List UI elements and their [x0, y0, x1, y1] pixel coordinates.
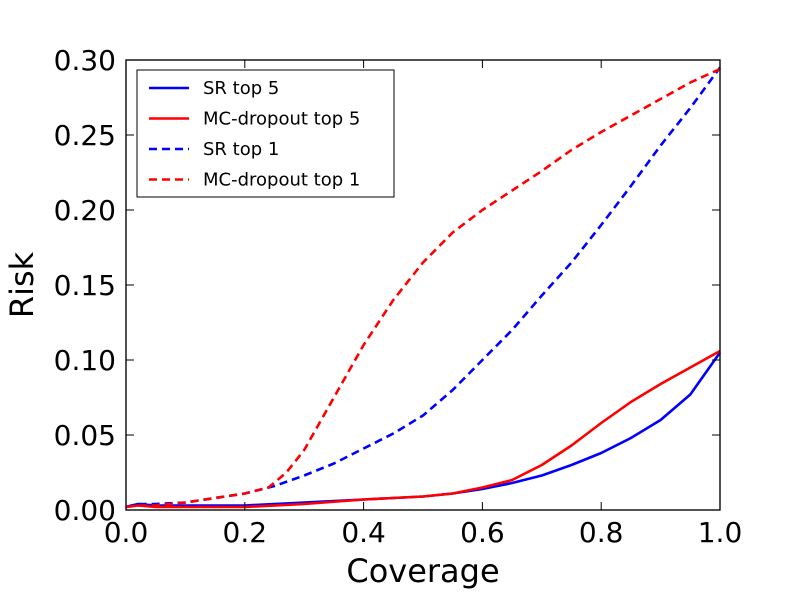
x-tick-label: 0.6	[460, 516, 505, 549]
plot-border-line	[125, 59, 721, 511]
y-tick-label: 0.25	[54, 119, 116, 152]
y-tick-label: 0.20	[54, 194, 116, 227]
plot-border	[125, 59, 721, 511]
legend-label: SR top 1	[203, 139, 279, 160]
series-line-mc-dropout-top-1	[125, 67, 721, 509]
legend-label: SR top 5	[203, 78, 279, 99]
x-tick-label: 0.2	[223, 516, 268, 549]
x-tick-label: 0.0	[104, 516, 149, 549]
y-tick-label: 0.10	[54, 344, 116, 377]
y-tick-label: 0.05	[54, 419, 116, 452]
x-tick-label: 1.0	[698, 516, 743, 549]
tick-layer: 0.0 0.2 0.4 0.6 0.8 1.0 0.00 0.05 0.10 0.15 0.20 0.…	[54, 44, 743, 549]
x-tick-label: 0.8	[579, 516, 624, 549]
series-layer	[125, 66, 722, 509]
x-axis-label: Coverage	[346, 552, 499, 590]
y-tick-label: 0.00	[54, 494, 116, 527]
series-line-mc-dropout-top-5	[125, 349, 721, 509]
y-tick-label: 0.15	[54, 269, 116, 302]
y-axis-label: Risk	[3, 251, 41, 318]
legend-label: MC-dropout top 1	[203, 170, 360, 191]
y-tick-label: 0.30	[54, 44, 116, 77]
legend-label: MC-dropout top 5	[203, 109, 360, 130]
legend: SR top 5 MC-dropout top 5 SR top 1 MC-dropo…	[136, 69, 395, 198]
legend-box	[136, 69, 395, 198]
series-line-sr-top-1	[125, 66, 722, 509]
x-tick-label: 0.4	[341, 516, 386, 549]
